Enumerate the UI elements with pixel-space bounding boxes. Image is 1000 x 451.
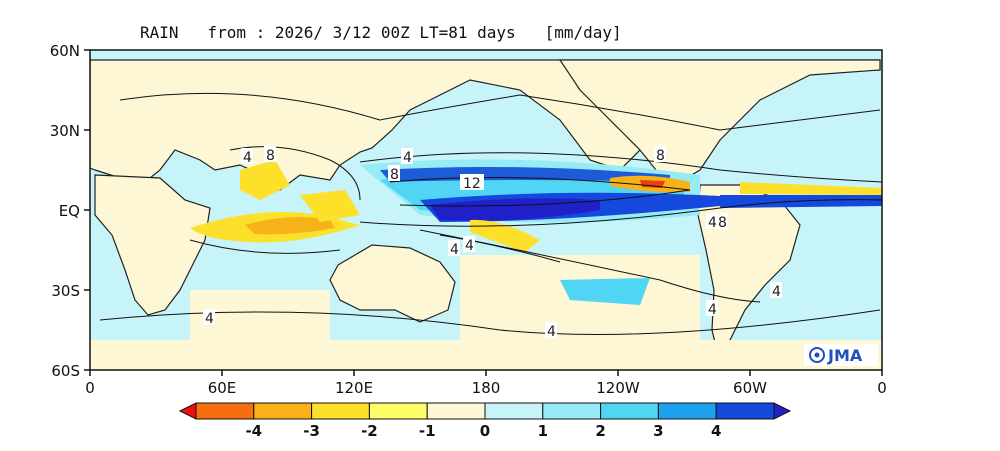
- lat-tick-label: 60S: [51, 362, 80, 380]
- svg-text:8: 8: [656, 148, 665, 164]
- colorbar-label: 1: [538, 422, 548, 440]
- land-indian-south: [190, 290, 330, 340]
- contour-spcz-inner: [439, 234, 561, 263]
- blue-band-atlantic: [720, 195, 882, 208]
- svg-text:JMA: JMA: [827, 346, 863, 365]
- colorbar-swatch: [600, 402, 659, 420]
- contour-label: 8: [716, 213, 728, 231]
- svg-text:4: 4: [465, 238, 474, 254]
- contour-asia: [229, 146, 361, 201]
- contour-north-extratropic: [119, 92, 881, 131]
- svg-text:4: 4: [547, 324, 556, 340]
- yellow-band-atlantic: [740, 182, 882, 195]
- lat-axis: 60N 30N EQ 30S 60S: [50, 42, 90, 380]
- yellow-band-spcz: [470, 219, 540, 252]
- lat-tick-label: 30N: [50, 122, 80, 140]
- colorbar-swatch: [715, 402, 775, 420]
- orange-band-indian: [245, 216, 335, 235]
- colorbar-label: -3: [303, 422, 320, 440]
- land-africa: [94, 174, 211, 316]
- colorbar-arrow-left: [178, 402, 197, 420]
- svg-text:4: 4: [708, 215, 717, 231]
- lon-axis: 0 60E 120E 180 120W 60W 0: [85, 370, 887, 397]
- contour-label: 12: [460, 174, 484, 192]
- lon-tick-label: 0: [85, 379, 95, 397]
- contour-label: 4: [241, 148, 253, 166]
- contour-itcz-north: [359, 152, 882, 183]
- colorbar-swatch: [657, 402, 717, 420]
- contour-label: 4: [770, 282, 782, 300]
- contour-label: 8: [654, 146, 666, 164]
- colorbar-swatch: [542, 402, 602, 420]
- contour-label-group: 4 8 4 8 12 4 4 8 4 8 4 4 4 4: [203, 146, 782, 340]
- svg-text:4: 4: [403, 150, 412, 166]
- chart-title: RAIN from : 2026/ 3/12 00Z LT=81 days [m…: [140, 23, 622, 42]
- contour-label: 8: [388, 165, 400, 183]
- yellow-patch-asia: [240, 160, 290, 200]
- colorbar-label: 0: [480, 422, 490, 440]
- jma-logo-icon: [809, 347, 825, 363]
- contour-label: 8: [264, 146, 276, 164]
- colorbar: -4 -3 -2 -1 0 1 2 3 4: [178, 402, 792, 440]
- lon-tick-label: 120W: [596, 379, 640, 397]
- colorbar-swatch: [253, 402, 313, 420]
- svg-text:4: 4: [205, 311, 214, 327]
- colorbar-swatch: [484, 402, 544, 420]
- contour-label: 4: [463, 236, 475, 254]
- contour-label: 4: [203, 309, 215, 327]
- colorbar-arrow-right: [773, 402, 792, 420]
- svg-text:8: 8: [266, 148, 275, 164]
- svg-text:4: 4: [772, 284, 781, 300]
- contour-itcz-south: [359, 199, 882, 227]
- colorbar-swatch: [368, 402, 428, 420]
- svg-text:8: 8: [718, 215, 727, 231]
- contour-label: 4: [448, 240, 460, 258]
- map-panel: 4 8 4 8 12 4 4 8 4 8 4 4 4 4 JMA: [90, 50, 882, 370]
- lat-tick-label: EQ: [59, 202, 80, 220]
- contour-label: 4: [706, 300, 718, 318]
- contour-south-indian: [189, 239, 341, 254]
- svg-text:4: 4: [450, 242, 459, 258]
- colorbar-swatch: [426, 402, 486, 420]
- colorbar-label: 4: [711, 422, 721, 440]
- svg-text:8: 8: [390, 167, 399, 183]
- land-australia: [329, 244, 456, 323]
- light-blue-patch-south-pacific: [560, 278, 650, 305]
- colorbar-label: 2: [595, 422, 605, 440]
- colorbar-label: -2: [361, 422, 378, 440]
- contour-south-extratropic: [99, 309, 881, 335]
- svg-text:4: 4: [708, 302, 717, 318]
- contour-label: 4: [401, 148, 413, 166]
- lon-tick-label: 120E: [335, 379, 373, 397]
- svg-text:4: 4: [243, 150, 252, 166]
- contour-label: 4: [706, 213, 718, 231]
- yellow-patch-maritime: [300, 190, 360, 222]
- svg-text:12: 12: [463, 176, 481, 192]
- colorbar-label: -1: [419, 422, 436, 440]
- red-patch-central-america: [640, 180, 665, 188]
- jma-logo: JMA: [804, 344, 878, 366]
- colorbar-swatch: [195, 402, 255, 420]
- lon-tick-label: 180: [472, 379, 501, 397]
- land-antarctic: [90, 340, 882, 370]
- continents: [90, 59, 882, 370]
- contour-label: 4: [545, 322, 557, 340]
- lat-tick-label: 60N: [50, 42, 80, 60]
- lat-tick-label: 30S: [51, 282, 80, 300]
- colorbar-swatch: [311, 402, 370, 420]
- colorbar-label: 3: [653, 422, 663, 440]
- lon-tick-label: 60E: [208, 379, 237, 397]
- lon-tick-label: 0: [877, 379, 887, 397]
- lon-tick-label: 60W: [733, 379, 767, 397]
- colorbar-label: -4: [245, 422, 262, 440]
